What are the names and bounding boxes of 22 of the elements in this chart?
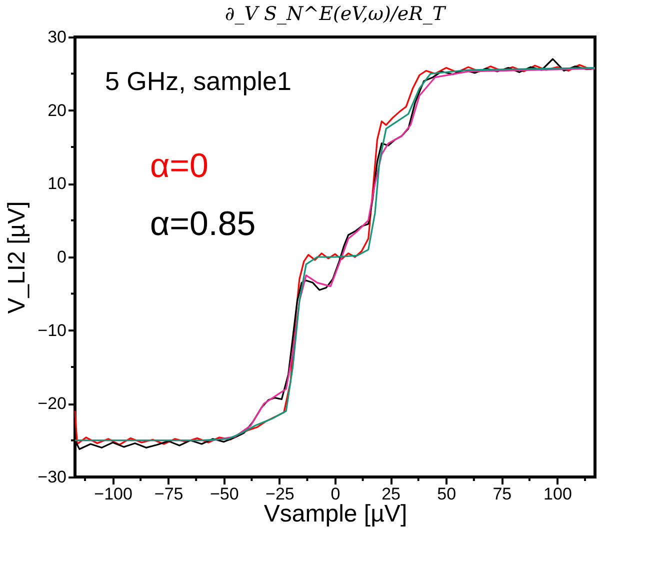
x-tick-label: −50 [210, 484, 239, 504]
x-tick-label: −75 [154, 484, 184, 504]
y-tick-label: 10 [48, 174, 66, 194]
series-label: α=0.85 [150, 205, 256, 243]
x-tick-label: 0 [330, 484, 340, 504]
annotation: 5 GHz, sample1 [105, 66, 292, 96]
y-tick-label: 30 [48, 28, 66, 46]
x-tick-label: 50 [437, 484, 456, 504]
x-axis-title: Vsample [µV] [264, 500, 408, 528]
y-tick-label: −10 [38, 320, 66, 340]
x-tick-label: 75 [492, 484, 512, 504]
y-tick-label: 20 [48, 100, 66, 120]
text: α=0 [150, 147, 208, 185]
chart-title: ∂_V S_N^E(eV,ω)/eR_T [224, 3, 446, 25]
y-tick-label: −20 [38, 394, 66, 414]
x-tick-label: 100 [544, 484, 572, 504]
x-tick-label: −100 [94, 484, 132, 504]
x-tick-label: −25 [266, 484, 294, 504]
y-axis-title: V_LI2 [µV] [4, 201, 31, 314]
y-tick-label: −30 [38, 468, 66, 486]
y-tick-label: 0 [57, 248, 66, 266]
x-tick-label: 25 [382, 484, 401, 504]
